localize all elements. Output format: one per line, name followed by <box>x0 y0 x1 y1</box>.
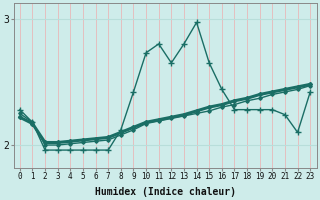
X-axis label: Humidex (Indice chaleur): Humidex (Indice chaleur) <box>94 186 236 197</box>
